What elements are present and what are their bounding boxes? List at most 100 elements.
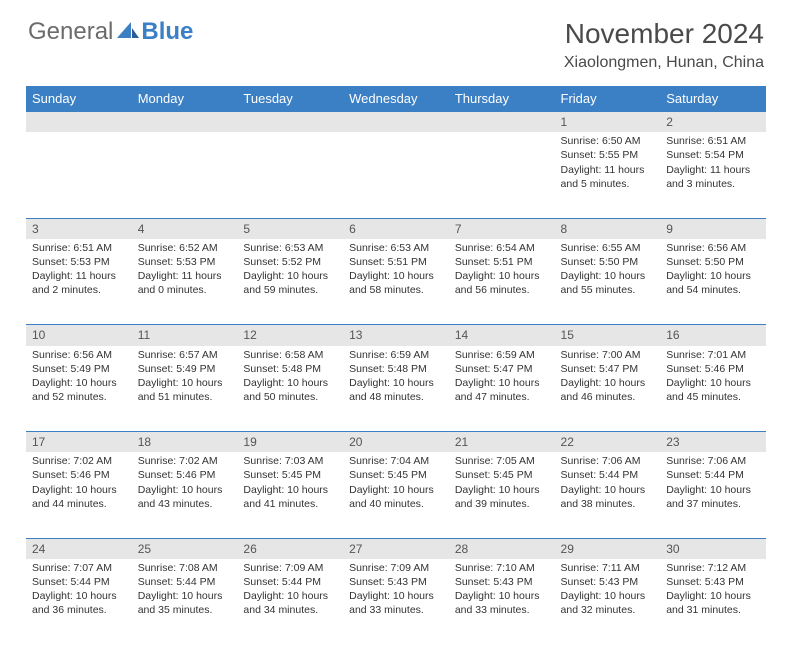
content-row: Sunrise: 7:07 AMSunset: 5:44 PMDaylight:… (26, 559, 766, 645)
day-number-cell: 2 (660, 112, 766, 133)
daynum-row: 12 (26, 112, 766, 133)
day-cell: Sunrise: 6:59 AMSunset: 5:47 PMDaylight:… (449, 346, 555, 432)
sunrise-text: Sunrise: 7:07 AM (32, 561, 126, 575)
sunset-text: Sunset: 5:45 PM (243, 468, 337, 482)
day-number-cell: 15 (555, 325, 661, 346)
daylight-text: Daylight: 10 hours and 46 minutes. (561, 376, 655, 404)
day-cell (237, 132, 343, 218)
day-cell: Sunrise: 7:02 AMSunset: 5:46 PMDaylight:… (132, 452, 238, 538)
day-number-cell: 25 (132, 538, 238, 559)
day-cell: Sunrise: 7:11 AMSunset: 5:43 PMDaylight:… (555, 559, 661, 645)
sunrise-text: Sunrise: 7:06 AM (561, 454, 655, 468)
sunset-text: Sunset: 5:49 PM (32, 362, 126, 376)
daylight-text: Daylight: 10 hours and 44 minutes. (32, 483, 126, 511)
daynum-row: 24252627282930 (26, 538, 766, 559)
logo-text-general: General (28, 18, 113, 46)
day-number-cell: 20 (343, 432, 449, 453)
day-number-cell: 9 (660, 218, 766, 239)
day-header: Sunday (26, 86, 132, 112)
daylight-text: Daylight: 10 hours and 33 minutes. (349, 589, 443, 617)
sunset-text: Sunset: 5:45 PM (455, 468, 549, 482)
sunrise-text: Sunrise: 6:51 AM (666, 134, 760, 148)
sunset-text: Sunset: 5:44 PM (243, 575, 337, 589)
day-cell: Sunrise: 7:07 AMSunset: 5:44 PMDaylight:… (26, 559, 132, 645)
sunset-text: Sunset: 5:51 PM (349, 255, 443, 269)
logo: General Blue (28, 18, 193, 46)
sunset-text: Sunset: 5:47 PM (561, 362, 655, 376)
day-cell: Sunrise: 7:00 AMSunset: 5:47 PMDaylight:… (555, 346, 661, 432)
daylight-text: Daylight: 10 hours and 59 minutes. (243, 269, 337, 297)
sunrise-text: Sunrise: 6:55 AM (561, 241, 655, 255)
daynum-row: 3456789 (26, 218, 766, 239)
day-number-cell (343, 112, 449, 133)
sunset-text: Sunset: 5:47 PM (455, 362, 549, 376)
day-cell: Sunrise: 7:09 AMSunset: 5:43 PMDaylight:… (343, 559, 449, 645)
day-number-cell: 5 (237, 218, 343, 239)
content-row: Sunrise: 7:02 AMSunset: 5:46 PMDaylight:… (26, 452, 766, 538)
sunset-text: Sunset: 5:44 PM (32, 575, 126, 589)
day-header-row: SundayMondayTuesdayWednesdayThursdayFrid… (26, 86, 766, 112)
day-cell (343, 132, 449, 218)
day-number-cell: 8 (555, 218, 661, 239)
day-number-cell: 17 (26, 432, 132, 453)
day-cell: Sunrise: 7:01 AMSunset: 5:46 PMDaylight:… (660, 346, 766, 432)
sunrise-text: Sunrise: 6:53 AM (243, 241, 337, 255)
day-header: Saturday (660, 86, 766, 112)
header: General Blue November 2024 Xiaolongmen, … (0, 0, 792, 80)
day-number-cell: 27 (343, 538, 449, 559)
sunrise-text: Sunrise: 7:04 AM (349, 454, 443, 468)
day-number-cell: 19 (237, 432, 343, 453)
day-number-cell: 18 (132, 432, 238, 453)
sunrise-text: Sunrise: 7:00 AM (561, 348, 655, 362)
sunrise-text: Sunrise: 6:51 AM (32, 241, 126, 255)
day-cell: Sunrise: 7:06 AMSunset: 5:44 PMDaylight:… (660, 452, 766, 538)
day-cell: Sunrise: 6:56 AMSunset: 5:49 PMDaylight:… (26, 346, 132, 432)
day-cell: Sunrise: 7:10 AMSunset: 5:43 PMDaylight:… (449, 559, 555, 645)
day-cell: Sunrise: 7:03 AMSunset: 5:45 PMDaylight:… (237, 452, 343, 538)
sunrise-text: Sunrise: 7:02 AM (32, 454, 126, 468)
daylight-text: Daylight: 10 hours and 34 minutes. (243, 589, 337, 617)
day-cell: Sunrise: 6:54 AMSunset: 5:51 PMDaylight:… (449, 239, 555, 325)
sunrise-text: Sunrise: 7:01 AM (666, 348, 760, 362)
sunrise-text: Sunrise: 6:59 AM (349, 348, 443, 362)
day-number-cell: 22 (555, 432, 661, 453)
sunset-text: Sunset: 5:48 PM (349, 362, 443, 376)
sunrise-text: Sunrise: 6:50 AM (561, 134, 655, 148)
daylight-text: Daylight: 10 hours and 58 minutes. (349, 269, 443, 297)
daylight-text: Daylight: 10 hours and 47 minutes. (455, 376, 549, 404)
day-cell: Sunrise: 6:59 AMSunset: 5:48 PMDaylight:… (343, 346, 449, 432)
sunrise-text: Sunrise: 7:09 AM (243, 561, 337, 575)
day-number-cell: 26 (237, 538, 343, 559)
daylight-text: Daylight: 10 hours and 39 minutes. (455, 483, 549, 511)
day-header: Thursday (449, 86, 555, 112)
day-cell: Sunrise: 6:51 AMSunset: 5:53 PMDaylight:… (26, 239, 132, 325)
day-header: Tuesday (237, 86, 343, 112)
sunrise-text: Sunrise: 6:57 AM (138, 348, 232, 362)
sunrise-text: Sunrise: 7:03 AM (243, 454, 337, 468)
day-cell: Sunrise: 6:53 AMSunset: 5:51 PMDaylight:… (343, 239, 449, 325)
daylight-text: Daylight: 10 hours and 56 minutes. (455, 269, 549, 297)
sunset-text: Sunset: 5:44 PM (138, 575, 232, 589)
content-row: Sunrise: 6:50 AMSunset: 5:55 PMDaylight:… (26, 132, 766, 218)
daylight-text: Daylight: 10 hours and 35 minutes. (138, 589, 232, 617)
day-cell: Sunrise: 7:09 AMSunset: 5:44 PMDaylight:… (237, 559, 343, 645)
day-cell: Sunrise: 6:51 AMSunset: 5:54 PMDaylight:… (660, 132, 766, 218)
daylight-text: Daylight: 10 hours and 36 minutes. (32, 589, 126, 617)
day-number-cell: 28 (449, 538, 555, 559)
sunset-text: Sunset: 5:44 PM (561, 468, 655, 482)
day-number-cell (26, 112, 132, 133)
day-number-cell: 1 (555, 112, 661, 133)
sunset-text: Sunset: 5:50 PM (561, 255, 655, 269)
sunrise-text: Sunrise: 7:05 AM (455, 454, 549, 468)
day-header: Monday (132, 86, 238, 112)
sunset-text: Sunset: 5:55 PM (561, 148, 655, 162)
daylight-text: Daylight: 10 hours and 48 minutes. (349, 376, 443, 404)
sunrise-text: Sunrise: 7:11 AM (561, 561, 655, 575)
day-number-cell: 16 (660, 325, 766, 346)
sunrise-text: Sunrise: 7:06 AM (666, 454, 760, 468)
day-cell: Sunrise: 6:53 AMSunset: 5:52 PMDaylight:… (237, 239, 343, 325)
sunset-text: Sunset: 5:43 PM (561, 575, 655, 589)
day-number-cell: 21 (449, 432, 555, 453)
sunset-text: Sunset: 5:54 PM (666, 148, 760, 162)
day-cell: Sunrise: 6:56 AMSunset: 5:50 PMDaylight:… (660, 239, 766, 325)
